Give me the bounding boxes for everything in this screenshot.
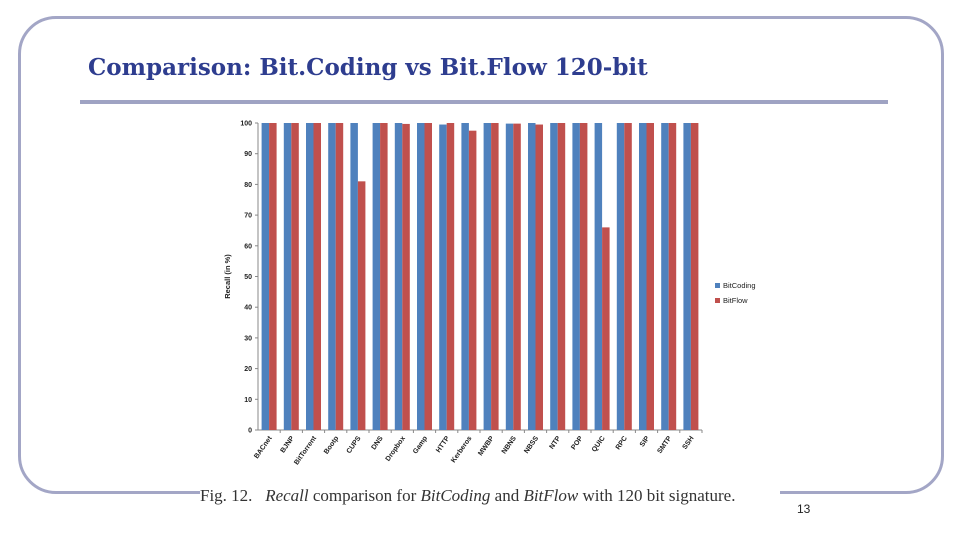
bar-bitflow-kerberos — [468, 130, 477, 431]
bar-bitflow-nbss — [535, 124, 543, 430]
bar-bitflow-ssh — [690, 123, 699, 430]
legend-swatch-bitflow — [715, 298, 720, 303]
bar-bitflow-rpc — [624, 123, 632, 430]
y-axis-title: Recall (in %) — [223, 254, 232, 299]
slide-frame — [18, 16, 944, 494]
bar-bitcoding-sip — [639, 123, 647, 430]
bar-bitflow-pop — [579, 123, 588, 430]
bar-bitcoding-smtp — [661, 123, 669, 430]
title-rule — [80, 100, 888, 104]
y-tick-label: 10 — [244, 397, 252, 404]
bar-bitflow-bjnp — [291, 123, 299, 430]
x-category-label: Bootp — [323, 435, 340, 456]
bar-bitflow-smtp — [668, 123, 677, 430]
x-category-label: BJNP — [279, 435, 296, 455]
y-tick-label: 0 — [248, 428, 252, 435]
caption-text-3: with 120 bit signature. — [578, 486, 736, 505]
bar-bitcoding-pop — [572, 123, 580, 430]
bar-bitflow-bittorrent — [313, 123, 321, 430]
bar-bitcoding-bjnp — [283, 123, 292, 430]
x-category-label: RPC — [615, 435, 629, 451]
y-tick-label: 50 — [244, 274, 252, 281]
bar-bitflow-dns — [380, 123, 388, 430]
bar-bitcoding-rpc — [616, 123, 625, 430]
x-category-label: BitTorrent — [293, 435, 318, 467]
bar-bitcoding-ssh — [683, 123, 691, 430]
bar-bitcoding-nbns — [505, 123, 514, 430]
bar-bitflow-nbns — [513, 123, 521, 430]
x-category-label: HTTP — [435, 435, 451, 454]
y-tick-label: 30 — [244, 335, 252, 342]
x-category-label: NBSS — [523, 435, 540, 455]
bar-bitflow-dropbox — [402, 123, 410, 431]
x-category-label: MWBP — [477, 435, 496, 457]
legend-label-bitcoding: BitCoding — [723, 281, 756, 290]
caption-recall: Recall — [265, 486, 309, 505]
y-tick-label: 70 — [244, 213, 252, 220]
bar-bitcoding-bootp — [328, 123, 336, 430]
x-category-label: SSH — [682, 435, 696, 451]
y-tick-label: 40 — [244, 305, 252, 312]
bar-bitcoding-dropbox — [394, 123, 403, 430]
bar-bitcoding-http — [439, 124, 447, 430]
recall-bar-chart: 0 10 20 30 40 50 60 70 80 90 100 Recall (in %) BACne… — [223, 121, 756, 467]
x-category-label: NTP — [549, 435, 563, 451]
caption-text-2: and — [490, 486, 524, 505]
y-tick-label: 20 — [244, 366, 252, 373]
slide-title: Comparison: Bit.Coding vs Bit.Flow 120-b… — [88, 54, 648, 81]
y-tick-label: 60 — [244, 243, 252, 250]
bar-bitflow-bootp — [335, 123, 344, 430]
x-category-label: BACnet — [253, 435, 274, 461]
bar-bitflow-ntp — [557, 123, 566, 430]
x-category-label: NBNS — [501, 435, 518, 456]
bar-bitcoding-kerberos — [461, 123, 469, 430]
x-category-label: QUIC — [591, 435, 607, 453]
bar-bitflow-bacnet — [269, 123, 277, 430]
x-category-label: POP — [570, 435, 584, 451]
bar-bitcoding-nbss — [528, 123, 536, 430]
bar-bitflow-sip — [646, 123, 654, 430]
legend-swatch-bitcoding — [715, 283, 720, 288]
y-tick-label: 80 — [244, 182, 252, 189]
bar-bitcoding-mwbp — [483, 123, 492, 430]
bar-bitcoding-bittorrent — [306, 123, 314, 430]
legend-label-bitflow: BitFlow — [723, 296, 748, 305]
bar-bitcoding-ntp — [550, 123, 558, 430]
bar-bitflow-gamp — [424, 123, 432, 430]
bar-bitcoding-dns — [372, 123, 381, 430]
bar-bitcoding-cups — [350, 123, 358, 430]
x-category-label: CUPS — [346, 435, 363, 455]
x-category-label: Gamp — [412, 435, 429, 455]
caption-text-1: comparison for — [308, 486, 421, 505]
bar-bitflow-quic — [602, 227, 610, 430]
page-number: 13 — [797, 502, 811, 516]
caption-fig-label: Fig. 12. — [200, 486, 253, 505]
bar-bitflow-mwbp — [491, 123, 499, 430]
bar-bitcoding-quic — [594, 123, 603, 430]
x-category-label: Kerberos — [450, 435, 473, 464]
bar-bitcoding-bacnet — [261, 123, 270, 430]
caption-method-1: BitCoding — [420, 486, 491, 505]
y-tick-label: 100 — [240, 121, 252, 128]
bar-bitflow-cups — [357, 181, 366, 430]
x-category-label: Dropbox — [385, 435, 407, 463]
bar-bitflow-http — [446, 123, 455, 430]
figure-caption: Fig. 12. Recall comparison for BitCoding… — [200, 486, 780, 506]
caption-method-2: BitFlow — [523, 486, 579, 505]
bar-bitcoding-gamp — [417, 123, 425, 430]
x-category-label: SIP — [639, 435, 651, 449]
x-category-label: DNS — [371, 435, 385, 451]
x-category-label: SMTP — [656, 435, 673, 455]
y-tick-label: 90 — [244, 151, 252, 158]
